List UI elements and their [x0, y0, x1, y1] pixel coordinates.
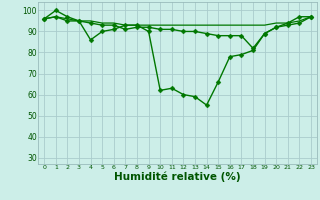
X-axis label: Humidité relative (%): Humidité relative (%) — [114, 172, 241, 182]
